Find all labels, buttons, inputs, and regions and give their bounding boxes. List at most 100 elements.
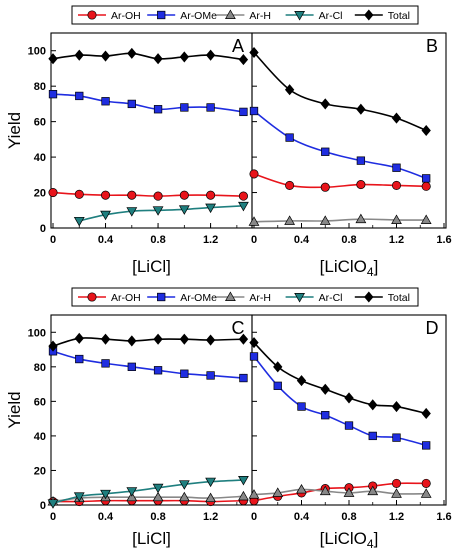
panel-label: D — [426, 318, 439, 338]
data-point — [368, 431, 377, 441]
data-point — [421, 124, 431, 137]
data-point — [47, 499, 59, 509]
legend-item: Ar-OH — [78, 10, 141, 22]
x-tick-label: 0.4 — [98, 511, 114, 523]
y-tick-label: 0 — [40, 500, 46, 512]
data-point — [126, 207, 138, 217]
data-point — [100, 210, 111, 221]
data-point — [239, 373, 248, 383]
data-point — [249, 106, 259, 116]
y-tick-label: 60 — [34, 117, 46, 129]
x-tick-label: 0 — [251, 234, 257, 246]
data-point — [391, 214, 402, 224]
legend-marker — [364, 9, 374, 21]
data-point — [284, 84, 295, 96]
data-point — [368, 399, 378, 411]
data-point — [249, 46, 259, 59]
data-point — [206, 103, 215, 112]
data-point — [273, 361, 283, 373]
data-point — [321, 411, 330, 420]
x-tick-label: 0 — [251, 511, 257, 523]
data-point — [153, 53, 163, 65]
legend-item: Ar-OMe — [147, 292, 217, 304]
data-point — [391, 488, 402, 498]
legend-marker — [87, 292, 97, 302]
data-point — [101, 97, 110, 106]
data-point — [153, 191, 163, 201]
data-point — [205, 477, 217, 488]
y-tick-label: 100 — [28, 327, 46, 339]
legend-item: Ar-H — [216, 9, 271, 22]
data-point — [249, 169, 259, 179]
series — [48, 187, 248, 201]
data-point — [272, 487, 284, 497]
series — [48, 47, 249, 66]
plot-frame — [251, 32, 447, 229]
x-tick-label: 0.8 — [341, 234, 356, 246]
legend-label: Total — [388, 10, 410, 22]
legend-label: Ar-OMe — [180, 10, 217, 22]
data-point — [285, 180, 295, 191]
panel-label: B — [426, 36, 438, 56]
x-tick-label: 1.6 — [436, 234, 451, 246]
legend-marker — [224, 9, 236, 19]
chart-panel: 0 0.4 0.8 1.2 1.6 [LiClO4] D — [248, 314, 452, 550]
series — [73, 201, 249, 227]
x-tick-label: 1.2 — [203, 234, 218, 246]
data-point — [356, 103, 366, 115]
data-point — [248, 216, 260, 226]
data-point — [422, 174, 431, 183]
data-point — [367, 485, 379, 496]
data-point — [319, 215, 331, 225]
data-point — [238, 476, 249, 486]
data-point — [249, 337, 259, 349]
data-point — [320, 98, 330, 110]
data-point — [205, 492, 217, 503]
data-point — [206, 371, 215, 380]
y-tick-label: 60 — [34, 396, 46, 408]
legend-label: Ar-OH — [111, 292, 141, 304]
data-point — [206, 190, 216, 200]
data-point — [321, 147, 330, 156]
data-point — [127, 190, 137, 200]
y-tick-label: 80 — [34, 362, 46, 374]
data-point — [127, 47, 137, 59]
legend-marker — [224, 291, 236, 301]
data-point — [344, 392, 354, 404]
data-point — [74, 189, 84, 199]
data-point — [205, 203, 217, 214]
data-point — [421, 478, 431, 488]
data-point — [248, 489, 260, 499]
data-point — [273, 381, 282, 390]
series — [249, 106, 431, 183]
data-point — [391, 180, 402, 191]
data-point — [205, 49, 216, 61]
y-axis-label: Yield — [5, 391, 24, 428]
panel-label: C — [232, 318, 245, 338]
panels: 0 0.4 0.8 1.2 0 20 40 60 80 100 [LiCl] Yield A 0 0.4 0.… — [5, 32, 452, 550]
legend-item: Ar-OMe — [147, 10, 217, 22]
data-point — [127, 362, 136, 371]
data-point — [48, 187, 58, 198]
legend-marker — [157, 10, 166, 20]
data-point — [355, 213, 367, 224]
data-point — [73, 216, 85, 227]
data-point — [343, 487, 355, 497]
data-point — [238, 191, 248, 201]
data-point — [392, 163, 401, 172]
legend-box — [71, 287, 419, 307]
data-point — [239, 107, 248, 117]
series — [249, 337, 431, 419]
y-tick-label: 80 — [34, 81, 46, 93]
data-point — [127, 335, 137, 347]
data-point — [285, 133, 294, 142]
plot-frame — [50, 32, 253, 229]
data-point — [75, 354, 84, 364]
data-point — [421, 407, 431, 419]
data-point — [180, 103, 189, 112]
series — [48, 332, 249, 352]
y-tick-label: 0 — [40, 223, 46, 235]
data-point — [422, 441, 431, 450]
data-point — [127, 99, 136, 109]
series — [47, 476, 249, 509]
